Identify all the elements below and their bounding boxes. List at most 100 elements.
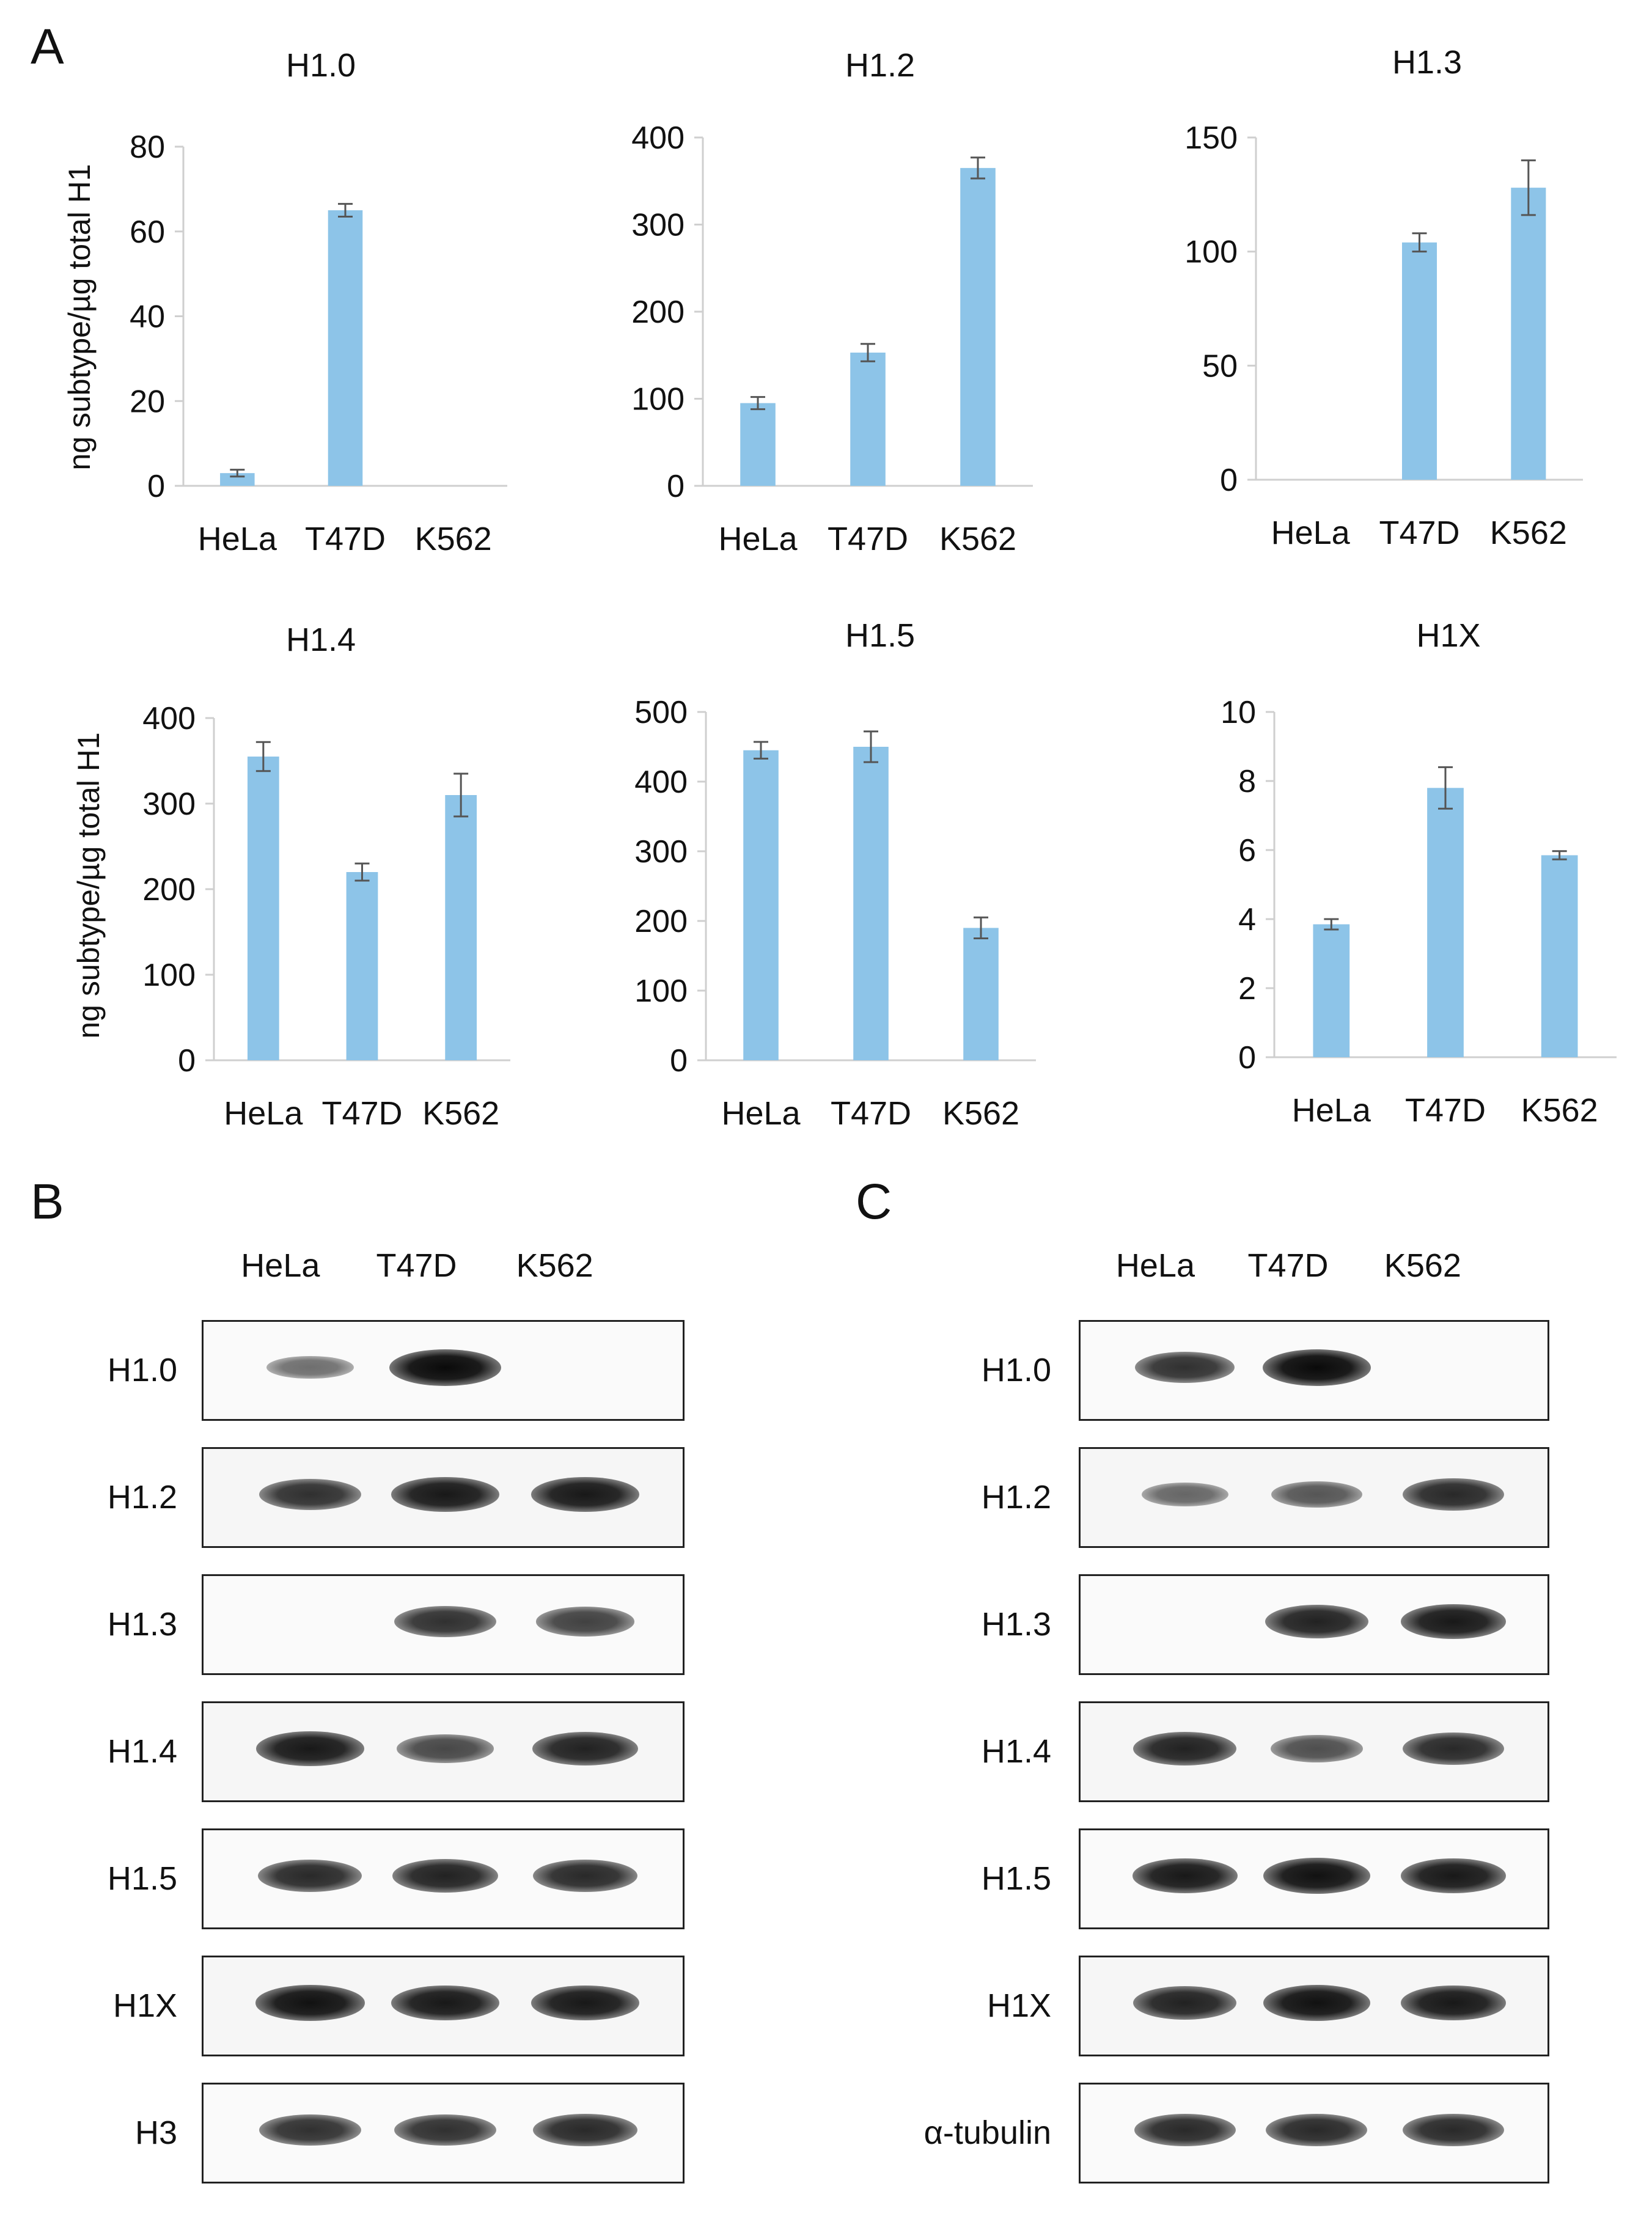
blot-strip [1079,1320,1549,1421]
blot-row-label: α-tubulin [923,2114,1051,2151]
blot-row-label: H1.0 [107,1351,177,1388]
y-tick-label: 100 [1184,235,1238,270]
x-tick-label: K562 [422,1095,499,1132]
error-bar-k562 [1552,850,1567,860]
blot-strip [1079,2083,1549,2184]
y-tick-label: 40 [130,299,165,335]
error-bar-k562 [971,156,985,180]
bar-hela [740,403,776,486]
band-hela [256,1731,364,1766]
chart-title: H1.0 [286,47,356,84]
y-tick-label: 200 [631,295,685,330]
y-tick-label: 300 [142,787,196,822]
chart-h1x: H1X 0 2 4 6 8 10 HeLa T47D K562 [1221,617,1617,1129]
blot-row-label: H1.2 [981,1478,1051,1516]
blot-strip [202,1956,685,2056]
lane-label-k562: K562 [1384,1247,1461,1284]
y-tick-label: 100 [634,974,688,1009]
y-tick-label: 8 [1238,764,1256,799]
band-hela [1134,2113,1236,2147]
error-bar-hela [751,396,765,411]
band-k562 [1402,1732,1504,1766]
bar-t47d [1427,788,1464,1057]
bar-k562 [960,167,996,486]
y-tick-label: 10 [1221,695,1256,730]
blot-strip [1079,1956,1549,2056]
error-bar-t47d [338,203,353,218]
x-tick-label: HeLa [721,1095,801,1132]
x-tick-label: HeLa [224,1095,303,1132]
error-bar-hela [754,741,768,760]
error-bar-t47d [354,862,370,882]
error-bar-t47d [864,730,878,763]
x-tick-label: T47D [305,521,386,557]
error-bar-hela [230,469,245,478]
y-tick-label: 400 [631,120,685,156]
band-hela [1141,1482,1229,1507]
bar-hela [247,757,279,1060]
error-bar-k562 [453,772,469,818]
bar-t47d [850,352,886,486]
panel-label-a: A [31,19,64,75]
band-t47d [1263,1985,1370,2021]
blot-row-label: H1.4 [981,1733,1051,1770]
lane-label-hela: HeLa [241,1247,320,1284]
x-tick-label: HeLa [198,521,277,557]
y-tick-label: 0 [178,1043,196,1079]
blot-row-label: H1X [112,1987,177,2024]
band-k562 [1402,2113,1504,2147]
band-t47d [1265,1605,1368,1638]
x-tick-label: T47D [828,521,908,557]
y-tick-label: 0 [1220,463,1238,498]
y-tick-label: 200 [634,904,688,939]
band-hela [1133,1732,1237,1766]
y-tick-label: 150 [1184,120,1238,156]
error-bar-k562 [1521,159,1536,216]
band-hela [259,1478,361,1511]
blot-strip [1079,1447,1549,1548]
band-t47d [394,1605,497,1638]
band-hela [255,1985,365,2021]
y-tick-label: 0 [670,1043,688,1079]
error-bar-t47d [1412,232,1427,253]
band-t47d [389,1349,501,1386]
blot-row-label: H3 [134,2114,177,2151]
y-tick-label: 500 [634,695,688,730]
y-tick-label: 400 [142,701,196,736]
y-tick-label: 6 [1238,833,1256,868]
band-t47d [1262,1349,1371,1386]
band-k562 [1400,1604,1506,1639]
band-k562 [531,1986,639,2020]
y-tick-label: 0 [147,469,165,504]
blot-row-label: H1.3 [107,1605,177,1643]
blot-strip [1079,1701,1549,1802]
error-bar-t47d [861,343,875,362]
blot-row-label: H1.4 [107,1733,177,1770]
lane-label-t47d: T47D [1247,1247,1329,1284]
y-tick-label: 4 [1238,902,1256,937]
chart-title: H1.4 [286,622,356,658]
blot-strip [202,1447,685,1548]
y-tick-label: 300 [631,208,685,243]
chart-h1-3: H1.3 0 50 100 150 HeLa T47D K562 [1184,44,1583,551]
band-t47d [394,2114,497,2146]
lane-label-t47d: T47D [376,1247,457,1284]
lane-label-hela: HeLa [1115,1247,1195,1284]
band-t47d [1266,2113,1368,2147]
chart-title: H1X [1416,617,1480,654]
chart-h1-2: H1.2 0 100 200 300 400 HeLa T47D K562 [631,47,1033,557]
band-k562 [532,1732,639,1766]
y-tick-label: 20 [130,384,165,419]
band-hela [258,1859,362,1893]
y-tick-label: 400 [634,765,688,800]
panel-label-c: C [856,1174,892,1230]
x-tick-label: T47D [1405,1092,1486,1129]
bar-t47d [346,872,378,1060]
bar-t47d [1401,242,1437,480]
error-bar-hela [1324,918,1339,931]
blot-strip [202,1701,685,1802]
lane-label-k562: K562 [516,1247,593,1284]
band-t47d [391,1986,499,2020]
x-tick-label: HeLa [1271,515,1351,551]
